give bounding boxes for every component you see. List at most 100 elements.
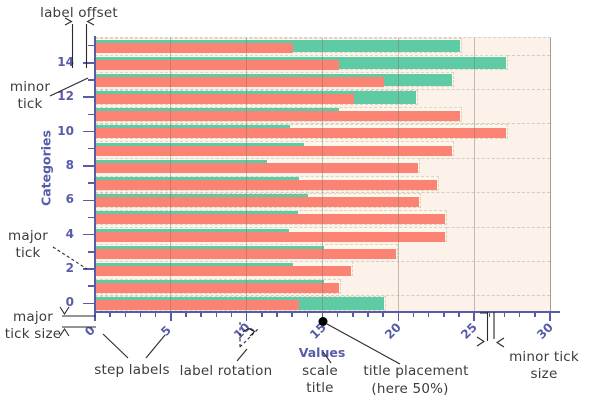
y-tick-label: 10	[57, 123, 74, 138]
y-axis-major-tick	[83, 233, 94, 236]
annotation-label-offset: label offset	[40, 5, 118, 21]
x-axis-minor-tick	[306, 312, 309, 317]
y-axis-major-tick	[83, 302, 94, 305]
annotation-minor-tick-line2: tick	[17, 96, 43, 112]
bar-row	[95, 209, 550, 227]
y-tick-label: 4	[65, 226, 74, 241]
bar-series_red	[96, 162, 418, 173]
bar-series_red	[96, 128, 506, 139]
y-tick-label: 2	[65, 261, 74, 276]
x-axis-minor-tick	[412, 312, 415, 317]
y-axis-major-tick	[83, 165, 94, 167]
bar-series_red	[96, 42, 294, 53]
x-axis-major-tick	[321, 312, 324, 321]
x-tick-label: 20	[382, 320, 405, 342]
bar-row	[95, 106, 550, 124]
annotation-minor-tick-line1: minor	[9, 79, 51, 95]
y-axis-minor-tick	[88, 251, 94, 253]
x-axis-minor-tick	[276, 312, 278, 317]
x-axis-minor-tick	[458, 312, 460, 317]
x-axis-major-tick	[245, 312, 248, 321]
bar-row	[95, 123, 550, 141]
bar-series_red	[96, 180, 438, 190]
annotation-major-tick: major tick	[4, 228, 52, 262]
plot-area	[95, 37, 551, 313]
x-tick-label: 0	[82, 323, 98, 339]
x-axis-minor-tick	[261, 312, 263, 317]
x-axis-minor-tick	[139, 312, 142, 317]
bar-row	[95, 55, 550, 72]
annotation-title-placement-line1: title placement	[363, 363, 469, 379]
annotation-major-tick-size-line1: major	[13, 309, 53, 325]
annotation-minor-tick-size: minor tick size	[509, 349, 579, 382]
bar-row	[95, 89, 550, 107]
x-axis-minor-tick	[215, 312, 218, 317]
x-axis-minor-tick	[154, 312, 157, 317]
y-axis-minor-tick	[88, 182, 94, 184]
x-axis-minor-tick	[534, 312, 536, 317]
bar-row	[95, 227, 550, 244]
bar-series_red	[96, 94, 354, 105]
y-axis-minor-tick	[88, 285, 94, 287]
y-axis-major-tick	[83, 96, 94, 98]
x-axis-major-tick	[170, 312, 172, 321]
y-axis-major-tick	[83, 199, 94, 202]
bar-series_red	[96, 214, 445, 225]
bar-series_red	[96, 283, 339, 294]
bar-series_red	[96, 59, 339, 70]
x-axis-minor-tick	[367, 312, 369, 317]
grid-line-vertical	[549, 38, 551, 313]
x-axis-minor-tick	[185, 312, 187, 317]
x-tick-label: 10	[230, 320, 253, 342]
y-axis-minor-tick	[88, 147, 94, 150]
minor-tick-size-bracket	[476, 312, 505, 348]
x-axis-minor-tick	[488, 312, 491, 317]
y-axis-minor-tick	[88, 113, 94, 116]
grid-line-vertical	[246, 38, 248, 313]
bar-row	[95, 192, 550, 210]
y-axis-minor-tick	[88, 79, 94, 81]
annotation-title-placement: title placement	[360, 363, 472, 380]
x-axis-major-tick	[473, 312, 475, 321]
bar-row	[95, 72, 550, 89]
y-tick-label: 8	[65, 157, 74, 172]
annotation-major-tick-line1: major	[8, 228, 48, 244]
bar-row	[95, 295, 550, 313]
x-axis-minor-tick	[352, 312, 354, 317]
grid-line-vertical	[397, 38, 399, 313]
y-axis-major-tick	[83, 62, 94, 64]
x-axis-major-tick	[397, 312, 400, 321]
bar-row	[95, 158, 550, 175]
x-tick-label: 30	[534, 320, 556, 342]
x-axis-minor-tick	[230, 312, 233, 317]
bar-series_red	[96, 76, 385, 87]
bar-series_red	[96, 111, 460, 122]
y-tick-label: 0	[65, 295, 74, 310]
x-axis-major-tick	[94, 312, 96, 321]
bar-row	[95, 175, 550, 193]
bar-series_red	[96, 145, 453, 156]
x-axis-minor-tick	[336, 312, 339, 317]
y-axis-minor-tick	[88, 216, 94, 219]
grid-line-vertical	[170, 38, 172, 313]
x-tick-label: 25	[458, 320, 481, 342]
x-axis-minor-tick	[503, 312, 506, 317]
x-axis-title: Values	[298, 345, 346, 360]
x-axis-minor-tick	[443, 312, 445, 317]
bar-series_red	[96, 300, 300, 311]
grid-line-vertical	[473, 38, 475, 313]
x-axis-minor-tick	[124, 312, 127, 317]
bar-row	[95, 141, 550, 158]
y-tick-label: 6	[65, 192, 74, 207]
x-axis-minor-tick	[200, 312, 202, 317]
bar-series_red	[96, 197, 420, 208]
grid-line-vertical	[322, 38, 323, 313]
annotation-major-tick-size-line2: tick size	[4, 326, 62, 342]
x-axis-minor-tick	[291, 312, 293, 317]
annotation-minor-tick: minor tick	[6, 79, 54, 113]
x-axis-minor-tick	[518, 312, 521, 317]
x-axis-minor-tick	[109, 312, 111, 317]
annotation-scale-title: scale title	[302, 363, 338, 396]
bar-series_red	[96, 231, 445, 242]
